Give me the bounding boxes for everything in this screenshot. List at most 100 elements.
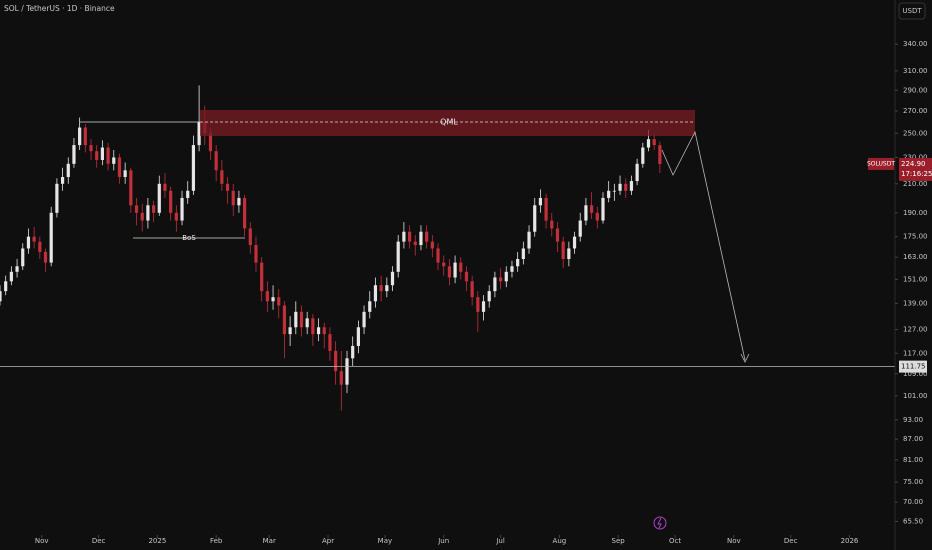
axes: 340.00 310.00 290.00 270.00 250.00 230.00 210.… <box>35 40 932 545</box>
candle-body <box>248 228 252 246</box>
last-price-tag <box>899 157 932 181</box>
candle-body <box>624 183 628 191</box>
x-tick-label: Dec <box>784 537 798 545</box>
candle-body <box>83 127 87 146</box>
candle-body <box>652 139 656 146</box>
candle-body <box>180 197 184 221</box>
y-tick-label: 109.00 <box>903 370 928 378</box>
candle-body <box>373 285 378 302</box>
candle-body <box>584 205 588 221</box>
level-label: 111.75 <box>901 363 926 371</box>
projection-arrowhead <box>740 353 750 363</box>
candle-body <box>510 266 514 272</box>
candle-body <box>419 231 423 246</box>
candle-body <box>407 231 412 242</box>
x-tick-label: 2025 <box>148 537 166 545</box>
y-tick-label: 93.00 <box>903 416 923 424</box>
candle-body <box>442 262 446 267</box>
candle-body <box>481 301 486 312</box>
x-tick-label: Oct <box>669 537 681 545</box>
candle-body <box>157 183 161 213</box>
y-tick-label: 340.00 <box>903 40 928 48</box>
chart-title: SOL / TetherUS · 1D · Binance <box>4 4 115 13</box>
candle-body <box>146 205 150 221</box>
countdown: 17:16:25 <box>901 170 932 178</box>
candle-body <box>561 241 565 260</box>
y-tick-label: 139.00 <box>903 299 928 307</box>
candle-body <box>117 157 122 177</box>
candle-body <box>32 236 36 242</box>
candle-body <box>601 197 605 221</box>
candle-body <box>208 133 213 152</box>
y-tick-label: 127.00 <box>903 326 928 334</box>
qml-zone <box>200 110 695 136</box>
candle-body <box>578 220 582 237</box>
candle-body <box>402 231 406 242</box>
candle-body <box>527 231 531 249</box>
candle-body <box>447 266 451 278</box>
candle-body <box>430 241 434 249</box>
candle-body <box>351 345 355 359</box>
candle-body <box>66 163 70 177</box>
candle-body <box>635 163 639 182</box>
candle-body <box>21 248 25 267</box>
candle-body <box>140 212 144 221</box>
candle-body <box>174 212 178 221</box>
candle-body <box>72 145 76 164</box>
y-tick-label: 163.00 <box>903 253 928 261</box>
y-tick-label: 81.00 <box>903 456 923 464</box>
candle-body <box>106 147 110 164</box>
candle-body <box>362 311 366 328</box>
y-tick-label: 175.00 <box>903 233 928 241</box>
y-tick-label: 270.00 <box>903 107 928 115</box>
candle-body <box>339 371 343 385</box>
candle-body <box>225 183 230 191</box>
y-tick-label: 101.00 <box>903 392 928 400</box>
candle-body <box>550 220 554 229</box>
candle-body <box>78 127 82 146</box>
candle-body <box>425 231 429 242</box>
x-tick-label: Aug <box>553 537 567 545</box>
candle-body <box>493 277 497 292</box>
y-tick-label: 310.00 <box>903 67 928 75</box>
candle-body <box>254 245 258 263</box>
candle-body <box>533 205 537 232</box>
candle-body <box>95 151 99 160</box>
candle-body <box>282 305 287 335</box>
candle-body <box>641 147 645 164</box>
currency-box[interactable] <box>898 2 926 20</box>
candle-body <box>368 301 372 312</box>
y-tick-label: 230.00 <box>903 153 928 161</box>
candle-body <box>476 297 480 312</box>
candle-body <box>390 271 395 286</box>
candle-body <box>459 262 463 272</box>
candle-body <box>271 297 275 302</box>
candle-body <box>15 266 19 272</box>
currency[interactable]: USDT <box>902 7 922 15</box>
candle-body <box>89 145 93 152</box>
symbol-label: SOLUSDT <box>867 160 895 167</box>
candle-body <box>0 291 2 302</box>
x-tick-label: May <box>378 537 392 545</box>
candle-body <box>396 241 400 272</box>
candle-body <box>316 327 321 335</box>
candle-body <box>237 197 241 206</box>
alert-icon[interactable] <box>653 516 667 530</box>
candle-body <box>322 327 326 335</box>
candle-body <box>612 190 616 192</box>
x-tick-label: Sep <box>612 537 626 545</box>
x-tick-label: Apr <box>322 537 334 545</box>
candle-body <box>618 183 622 191</box>
candle-body <box>328 334 332 351</box>
candle-body <box>498 277 503 282</box>
plot-area <box>0 85 895 411</box>
candle-body <box>572 236 577 249</box>
candle-body <box>277 297 281 306</box>
candle-body <box>487 291 491 302</box>
y-tick-label: 210.00 <box>903 180 928 188</box>
candle-body <box>265 291 269 302</box>
candle-body <box>590 205 594 213</box>
candle-body <box>151 205 156 213</box>
candle-body <box>658 145 662 164</box>
